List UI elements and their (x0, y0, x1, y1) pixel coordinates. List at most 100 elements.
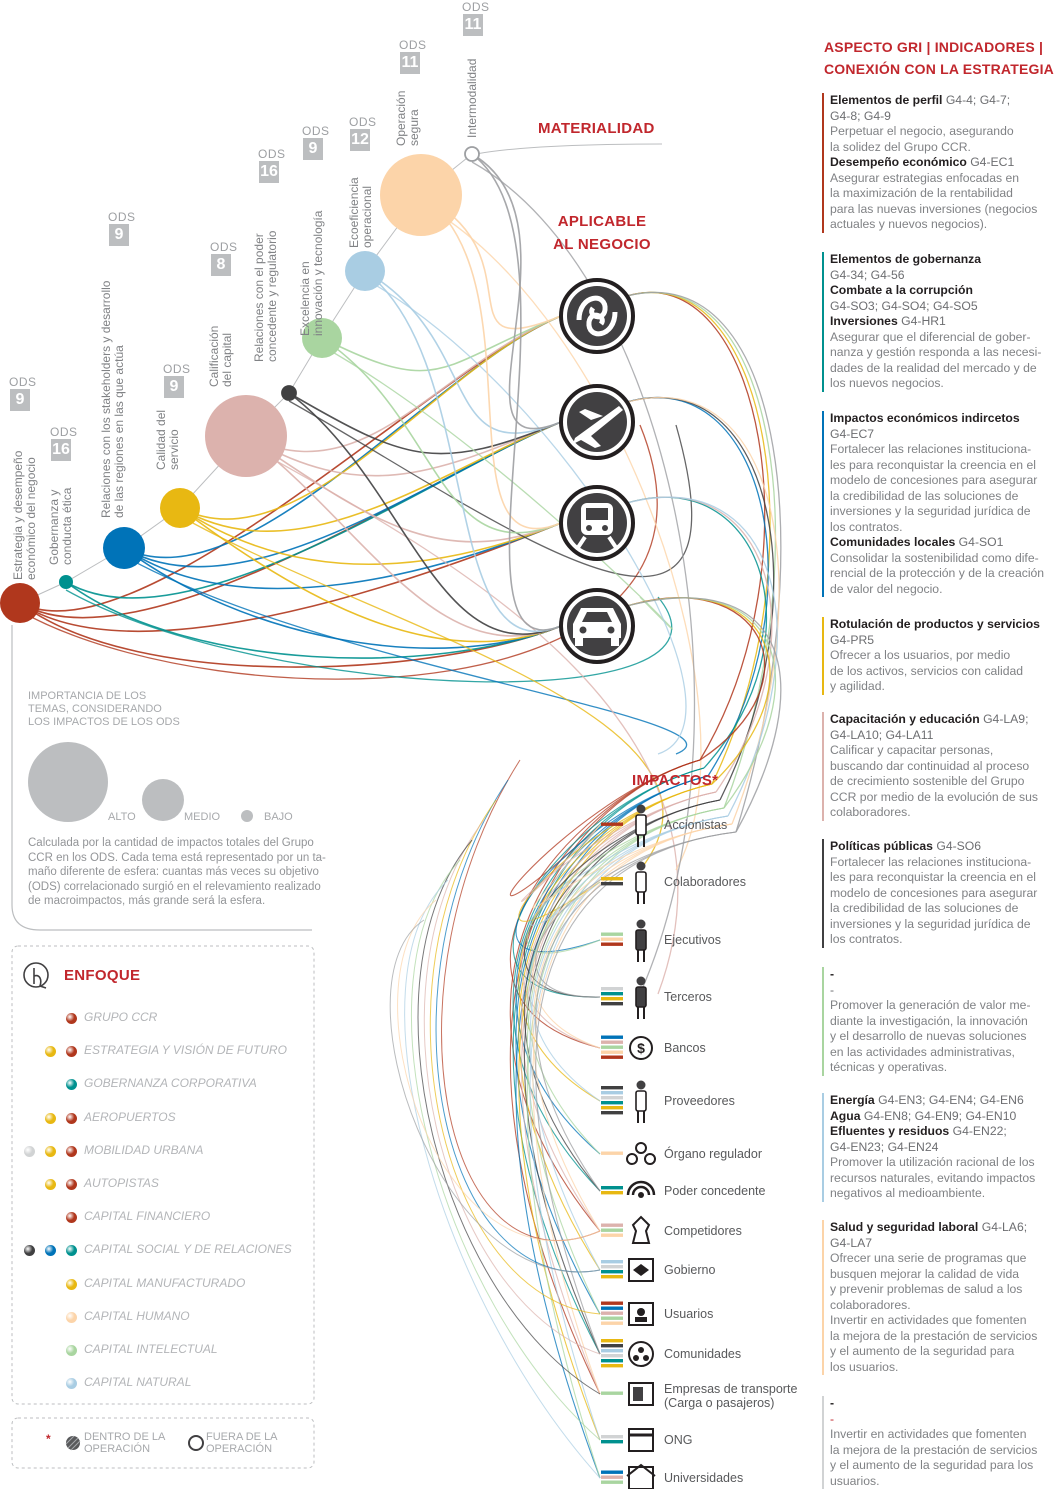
gri-line: la credibilidad de las soluciones de (830, 489, 1061, 505)
importance-note: Calculada por la cantidad de impactos to… (28, 836, 326, 909)
gri-line: y prevenir problemas de salud a los (830, 1282, 1061, 1298)
ods-number-9: 11 (463, 14, 483, 36)
gri-line: Inversiones G4-HR1 (830, 314, 1061, 330)
gri-text: la maximización de la rentabilidad (830, 186, 1013, 200)
impact-color-bar (601, 1045, 623, 1049)
gri-aspect: Agua (830, 1108, 861, 1123)
airplane-icon (559, 384, 635, 460)
gri-title: ASPECTO GRI | INDICADORES | CONEXIÓN CON… (824, 36, 1059, 80)
gri-line: diante la investigación, la innovación (830, 1014, 1061, 1030)
gri-line: usuarios. (830, 1474, 1061, 1489)
theme-sphere-0 (0, 583, 40, 623)
materiality-title: MATERIALIDAD (538, 120, 655, 137)
gri-block: Elementos de gobernanza G4-34; G4-56 Comba… (822, 252, 1061, 392)
gri-block: Capacitación y educación G4-LA9; G4-LA10;… (822, 712, 1061, 821)
impact-label: Órgano regulador (664, 1147, 762, 1161)
enfoque-item-label: GRUPO CCR (84, 1010, 158, 1024)
size-bajo-label: BAJO (264, 811, 293, 823)
outside-operation-label: FUERA DE LA OPERACIÓN (206, 1431, 278, 1455)
impact-color-bar (601, 1270, 623, 1274)
impact-color-bar (601, 1091, 623, 1095)
gri-line: - (830, 967, 1061, 983)
impact-color-bar (601, 1316, 623, 1320)
inside-operation-label: DENTRO DE LA OPERACIÓN (84, 1431, 165, 1455)
gri-line: les para reconquistar la creencia en el (830, 458, 1061, 474)
gri-text: y el aumento de la seguridad para (830, 1344, 1015, 1358)
impact-label: Comunidades (664, 1347, 741, 1361)
impact-color-bar (601, 1435, 623, 1439)
gri-text: dades de la realidad del mercado y de (830, 360, 1037, 375)
ods-number-5: 16 (259, 161, 279, 183)
gri-text: G4-EC1 (966, 155, 1015, 169)
signal-icon (626, 1180, 656, 1198)
impact-color-bar (601, 1040, 623, 1044)
impact-label-line: Colaboradores (664, 875, 746, 889)
gri-aspect: Efluentes y residuos (830, 1124, 950, 1138)
gri-line: Energía G4-EN3; G4-EN4; G4-EN6 (830, 1093, 1061, 1109)
gri-text: Asegurar estrategias enfocadas en (830, 170, 1020, 185)
impact-label: Usuarios (664, 1307, 713, 1321)
outside-line-2: OPERACIÓN (206, 1443, 273, 1455)
gri-line: inversiones y la seguridad jurídica de (830, 917, 1061, 933)
gri-block: Rotulación de productos y servicios G4-PR… (822, 617, 1061, 695)
impact-color-bar (601, 1349, 623, 1353)
gri-text: la credibilidad de las soluciones de (830, 488, 1019, 503)
gri-line: de crecimiento sostenible del Grupo (830, 774, 1061, 790)
gri-text: colaboradores. (830, 805, 911, 819)
impact-label: Poder concedente (664, 1184, 765, 1198)
gri-text: les para reconquistar la creencia en el (830, 870, 1036, 884)
theme-sphere-5 (281, 385, 297, 401)
executive-icon (635, 919, 647, 962)
gri-aspect: Políticas públicas (830, 839, 933, 853)
gri-text: G4-34; G4-56 (830, 267, 905, 282)
gri-line: G4-EN23; G4-EN24 (830, 1140, 1061, 1156)
gri-aspect: Impactos económicos indircetos (830, 411, 1020, 425)
theme-label-9: Intermodalidad (465, 59, 479, 138)
gri-aspect: Combate a la corrupción (830, 283, 973, 297)
gri-line: les para reconquistar la creencia en el (830, 870, 1061, 886)
ods-number-7: 12 (350, 129, 370, 151)
theme-sphere-7 (345, 251, 385, 291)
enfoque-dot (66, 1245, 77, 1257)
importance-line-2: TEMAS, CONSIDERANDO (28, 703, 162, 715)
gri-title-line-2: CONEXIÓN CON LA ESTRATEGIA (824, 61, 1054, 77)
impact-color-bar (601, 992, 623, 996)
gri-line: y el aumento de la seguridad para (830, 1344, 1061, 1360)
impact-color-bar (601, 1111, 623, 1115)
gri-text: diante la investigación, la innovación (830, 1013, 1028, 1028)
impact-label-line: Empresas de transporte (664, 1382, 798, 1396)
impact-label-line: (Carga o pasajeros) (664, 1396, 775, 1410)
gri-line: y el aumento de la seguridad para los (830, 1458, 1061, 1474)
gri-line: Comunidades locales G4-SO1 (830, 535, 1061, 551)
gri-line: colaboradores. (830, 1298, 1061, 1314)
impact-color-bar (601, 1275, 623, 1279)
impact-label-line: Poder concedente (664, 1184, 766, 1198)
gri-line: actuales y nuevos negocios). (830, 217, 1061, 233)
enfoque-dot (66, 1079, 77, 1091)
impact-label-line: Universidades (664, 1471, 744, 1485)
third-party-icon (635, 976, 647, 1019)
theme-sphere-1 (59, 575, 73, 589)
truck-icon (628, 1382, 654, 1406)
gri-line: - (830, 983, 1061, 999)
gri-text: en las actividades administrativas, (830, 1044, 1015, 1059)
gri-title-line-1: ASPECTO GRI | INDICADORES | (824, 39, 1044, 55)
gri-text: y prevenir problemas de salud a los (830, 1282, 1023, 1296)
impact-color-bar (601, 1354, 623, 1358)
enfoque-dot (66, 1345, 77, 1356)
enfoque-dot (66, 1046, 77, 1058)
enfoque-dot (24, 1245, 35, 1257)
gri-line: nanza y gestión responda a las necesi- (830, 345, 1061, 361)
gri-line: busquen mejorar la calidad de vida (830, 1267, 1061, 1283)
inside-line-2: OPERACIÓN (84, 1443, 151, 1455)
theme-spheres (0, 146, 480, 822)
impact-icons: $ (601, 804, 656, 1489)
impact-label: Ejecutivos (664, 933, 721, 947)
gri-text: G4-EN8; G4-EN9; G4-EN10 (860, 1108, 1017, 1123)
legend-sphere-medio (142, 779, 184, 821)
gri-text: los contratos. (830, 519, 903, 534)
gri-line: Fortalecer las relaciones instituciona- (830, 855, 1061, 871)
ngo-building-icon (628, 1428, 654, 1452)
impact-label-line: ONG (664, 1433, 693, 1447)
theme-label-line: económico del negocio (24, 457, 38, 580)
